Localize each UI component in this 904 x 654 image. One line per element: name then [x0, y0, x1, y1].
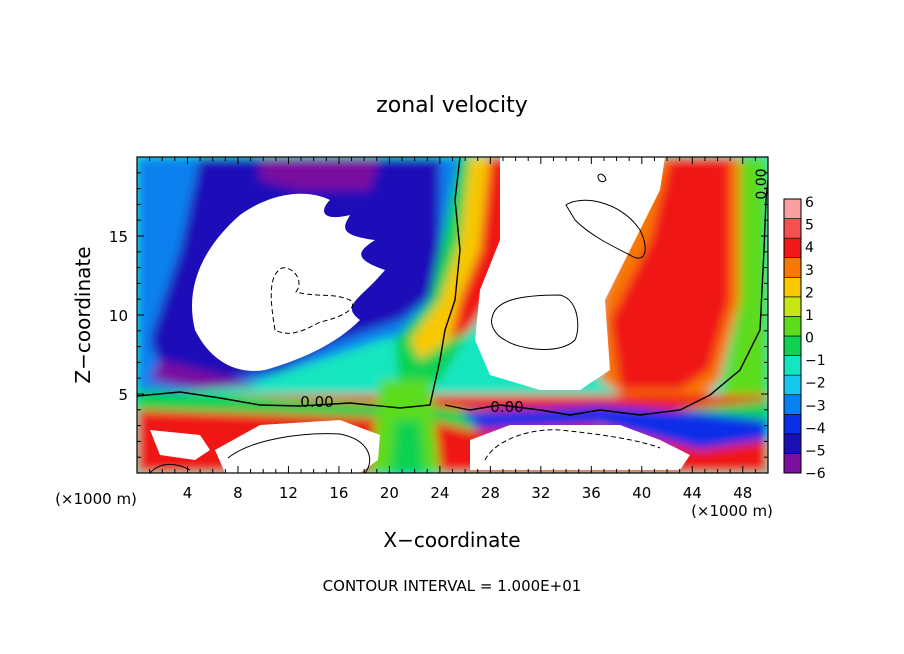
- colorbar-frame: [783, 198, 802, 474]
- colorbar-label: 1: [805, 308, 814, 324]
- colorbar: −6 −5 −4 −3 −2 −1 0 1 2 3 4 5 6: [783, 195, 826, 482]
- colorbar-label: 4: [805, 240, 814, 256]
- colorbar-swatch: [783, 394, 802, 415]
- colorbar-swatch: [783, 237, 802, 259]
- colorbar-label: 2: [805, 285, 814, 301]
- colorbar-swatch: [783, 374, 802, 396]
- colorbar-label: −6: [805, 466, 826, 482]
- x-tick-label: 16: [329, 484, 348, 502]
- contour-label: 0.00: [754, 168, 770, 199]
- contour-labels: 0.00 0.00 0.00: [300, 168, 770, 416]
- colorbar-label: 3: [805, 263, 814, 279]
- x-tick-label: 36: [582, 484, 601, 502]
- colorbar-label: 0: [805, 331, 814, 347]
- x-axis-label: X−coordinate: [383, 528, 520, 552]
- x-unit-left: (×1000 m): [55, 490, 137, 508]
- colorbar-swatch: [783, 276, 802, 298]
- colorbar-label: 6: [805, 195, 814, 211]
- colorbar-label: −3: [805, 398, 826, 414]
- x-tick-label: 40: [632, 484, 651, 502]
- colorbar-label: −2: [805, 376, 826, 392]
- x-tick-label: 48: [733, 484, 752, 502]
- colorbar-swatch: [783, 316, 802, 337]
- x-tick-label: 32: [531, 484, 550, 502]
- colorbar-label: 5: [805, 218, 814, 234]
- colorbar-label: −4: [805, 421, 826, 437]
- contour-label: 0.00: [490, 398, 523, 416]
- x-tick-label: 12: [279, 484, 298, 502]
- x-tick-label: 20: [380, 484, 399, 502]
- colorbar-swatch: [783, 296, 802, 317]
- x-tick-label: 8: [233, 484, 243, 502]
- contour-lines: [137, 157, 768, 473]
- colorbar-swatch: [783, 433, 802, 454]
- colorbar-swatch: [783, 355, 802, 376]
- x-tick-label: 28: [481, 484, 500, 502]
- colorbar-swatch: [783, 198, 802, 219]
- y-axis: 5 10 15: [109, 172, 768, 458]
- colorbar-swatch: [783, 453, 802, 474]
- colorbar-swatch: [783, 218, 802, 239]
- y-tick-label: 15: [109, 228, 128, 246]
- x-tick-label: 4: [183, 484, 193, 502]
- colorbar-label: −5: [805, 443, 826, 459]
- colorbar-swatch: [783, 413, 802, 435]
- y-tick-label: 5: [118, 386, 128, 404]
- x-tick-label: 44: [683, 484, 702, 502]
- x-axis: 4 8 12 16 20 24 28 32 36 40 44 48: [149, 157, 756, 502]
- heatmap-field: [137, 157, 768, 473]
- y-tick-label: 10: [109, 307, 128, 325]
- y-axis-label: Z−coordinate: [71, 246, 95, 383]
- x-tick-label: 24: [430, 484, 449, 502]
- colorbar-swatch: [783, 257, 802, 278]
- x-unit-right: (×1000 m): [691, 502, 773, 520]
- colorbar-swatch: [783, 335, 802, 356]
- chart-title: zonal velocity: [376, 93, 528, 118]
- contour-interval-note: CONTOUR INTERVAL = 1.000E+01: [323, 577, 582, 595]
- contour-label: 0.00: [300, 393, 333, 411]
- colorbar-label: −1: [805, 353, 826, 369]
